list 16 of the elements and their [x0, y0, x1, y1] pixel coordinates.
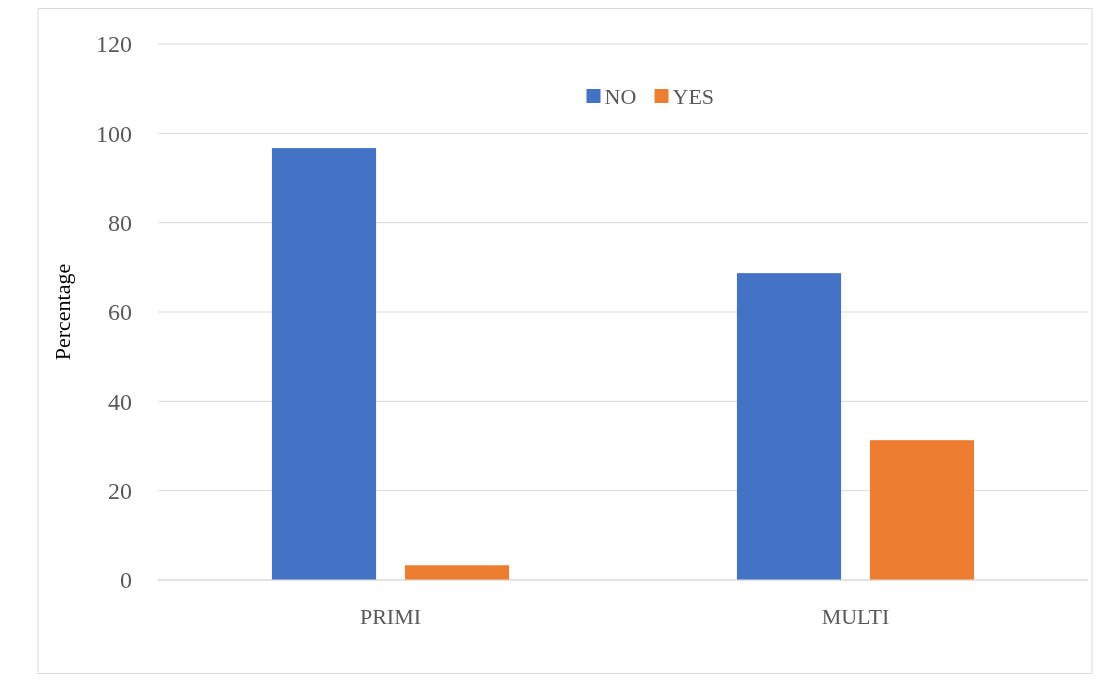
y-axis-title: Percentage [50, 263, 75, 361]
bar [404, 565, 510, 580]
y-tick-label: 40 [108, 388, 132, 415]
y-tick-label: 80 [108, 210, 132, 237]
bar [736, 273, 842, 580]
y-tick-label: 20 [108, 478, 132, 505]
legend-label: NO [604, 83, 637, 109]
bar [271, 148, 377, 580]
y-tick-label: 60 [108, 299, 132, 326]
legend-label: YES [672, 83, 715, 109]
bar [869, 440, 975, 580]
y-tick-label: 0 [120, 567, 132, 594]
x-tick-label: MULTI [821, 604, 890, 629]
y-tick-label: 120 [96, 31, 132, 58]
y-tick-label: 100 [96, 120, 132, 147]
x-tick-label: PRIMI [359, 604, 422, 629]
